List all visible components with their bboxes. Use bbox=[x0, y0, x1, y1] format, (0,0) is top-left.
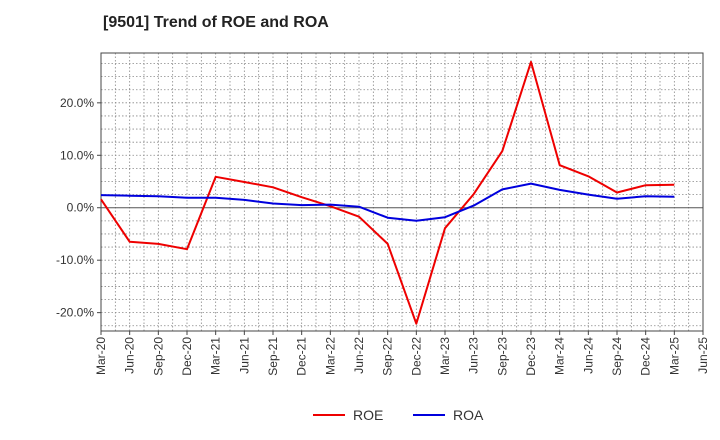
plot-area bbox=[101, 53, 703, 331]
x-tick-label: Sep-22 bbox=[381, 337, 395, 376]
y-tick-label: 10.0% bbox=[60, 148, 94, 162]
x-tick-label: Jun-20 bbox=[123, 337, 137, 374]
plot-border bbox=[100, 52, 704, 332]
x-tick-label: Mar-24 bbox=[553, 337, 567, 375]
x-tick-label: Sep-20 bbox=[151, 337, 165, 376]
grid-layer bbox=[100, 52, 704, 332]
x-tick-label: Dec-24 bbox=[639, 337, 653, 376]
series-line-roe bbox=[100, 60, 675, 325]
y-tick-label: -20.0% bbox=[56, 306, 94, 320]
legend: ROE ROA bbox=[313, 407, 484, 423]
x-tick-label: Sep-21 bbox=[266, 337, 280, 376]
x-tick-label: Jun-25 bbox=[696, 337, 710, 374]
x-tick-label: Dec-22 bbox=[409, 337, 423, 376]
x-tick-label: Jun-24 bbox=[581, 337, 595, 374]
y-tick-label: 0.0% bbox=[67, 201, 95, 215]
x-tick-label: Dec-20 bbox=[180, 337, 194, 376]
series-line-roa bbox=[100, 182, 675, 222]
x-tick-label: Mar-20 bbox=[94, 337, 108, 375]
chart-title: [9501] Trend of ROE and ROA bbox=[103, 14, 329, 31]
x-tick-label: Sep-24 bbox=[610, 337, 624, 376]
y-tick-label: 20.0% bbox=[60, 96, 94, 110]
series-layer bbox=[100, 60, 675, 325]
x-tick-label: Jun-22 bbox=[352, 337, 366, 374]
x-tick-label: Mar-21 bbox=[209, 337, 223, 375]
x-tick-label: Sep-23 bbox=[495, 337, 509, 376]
x-tick-label: Dec-23 bbox=[524, 337, 538, 376]
x-tick-label: Jun-23 bbox=[467, 337, 481, 374]
y-tick-label: -10.0% bbox=[56, 253, 94, 267]
legend-label-roa: ROA bbox=[453, 407, 484, 423]
x-tick-label: Mar-25 bbox=[667, 337, 681, 375]
x-tick-label: Mar-23 bbox=[438, 337, 452, 375]
axis-layer: -20.0% -10.0% 0.0% 10.0% 20.0% Mar-20 Jun-20 Se… bbox=[56, 96, 710, 376]
x-tick-label: Mar-22 bbox=[323, 337, 337, 375]
legend-label-roe: ROE bbox=[353, 407, 383, 423]
x-tick-label: Jun-21 bbox=[237, 337, 251, 374]
x-tick-label: Dec-21 bbox=[295, 337, 309, 376]
